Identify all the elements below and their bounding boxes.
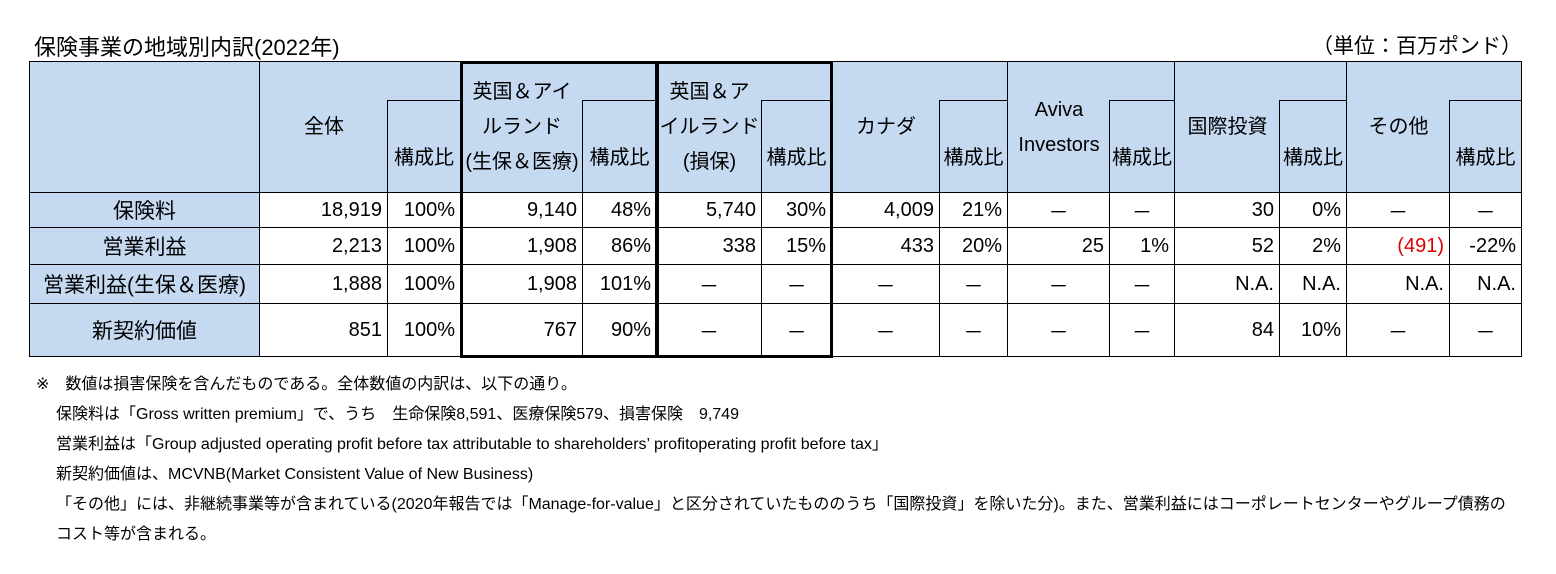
header-text: 国際投資	[1187, 116, 1268, 138]
data-cell: 2,213	[260, 228, 388, 265]
note-line: 保険料は「Gross written premium」で、うち 生命保険8,59…	[56, 406, 740, 423]
header-text: 英国＆アイ	[472, 81, 572, 103]
data-cell: 338	[657, 228, 762, 265]
data-cell: －	[1450, 193, 1522, 228]
header-text: 英国＆ア	[669, 81, 750, 103]
note-line: 「その他」には、非継続事業等が含まれている(2020年報告では「Manage-f…	[56, 496, 1506, 513]
data-cell: 0%	[1280, 193, 1347, 228]
data-cell: 52	[1175, 228, 1280, 265]
data-cell: 1%	[1110, 228, 1175, 265]
data-cell: －	[762, 304, 832, 357]
header-lines: 英国＆アイルランド (損保)	[657, 62, 762, 193]
data-cell: －	[832, 304, 940, 357]
table-title: 保険事業の地域別内訳(2022年)	[34, 35, 340, 60]
data-cell: －	[940, 304, 1008, 357]
corner-cell	[30, 62, 260, 193]
ratio-header: 構成比	[387, 100, 461, 193]
data-cell: －	[657, 304, 762, 357]
data-cell: －	[1450, 304, 1522, 357]
header-text: Aviva	[1034, 98, 1084, 121]
data-cell: 48%	[583, 193, 657, 228]
ratio-header: 構成比	[1449, 100, 1522, 193]
header-lines: 国際投資	[1175, 62, 1280, 193]
header-lines: 全体	[260, 62, 388, 193]
data-cell: 30	[1175, 193, 1280, 228]
header-lines: Aviva Investors	[1008, 62, 1110, 193]
data-cell: 433	[832, 228, 940, 265]
data-cell: －	[1110, 304, 1175, 357]
data-cell: 1,908	[461, 265, 583, 304]
header-text: イルランド	[659, 116, 760, 138]
data-cell: N.A.	[1450, 265, 1522, 304]
data-cell: 4,009	[832, 193, 940, 228]
note-line: 営業利益は「Group adjusted operating profit be…	[56, 436, 888, 453]
data-cell: 84	[1175, 304, 1280, 357]
row-label: 新契約価値	[30, 304, 260, 357]
ratio-header: 構成比	[582, 100, 657, 193]
data-cell: 100%	[388, 193, 461, 228]
data-cell: 21%	[940, 193, 1008, 228]
note-line: 新契約価値は、MCVNB(Market Consistent Value of …	[56, 466, 534, 483]
data-cell: －	[832, 265, 940, 304]
note-line: ※ 数値は損害保険を含んだものである。全体数値の内訳は、以下の通り。	[36, 376, 577, 393]
data-cell: 15%	[762, 228, 832, 265]
data-cell: 90%	[583, 304, 657, 357]
data-cell: -22%	[1450, 228, 1522, 265]
data-cell: 100%	[388, 304, 461, 357]
data-cell: 20%	[940, 228, 1008, 265]
header-text: Investors	[1018, 133, 1100, 156]
data-cell: 10%	[1280, 304, 1347, 357]
data-cell: －	[1110, 265, 1175, 304]
header-lines: その他	[1347, 62, 1450, 193]
header-text: (損保)	[682, 151, 737, 173]
data-cell: 86%	[583, 228, 657, 265]
data-cell: －	[657, 265, 762, 304]
row-label: 営業利益	[30, 228, 260, 265]
header-text: ルランド	[482, 116, 562, 138]
note-line: コスト等が含まれる。	[56, 526, 217, 543]
data-cell: 1,888	[260, 265, 388, 304]
data-cell: 100%	[388, 265, 461, 304]
header-text: (生保＆医療)	[465, 151, 579, 173]
data-cell: －	[1110, 193, 1175, 228]
unit-label: （単位：百万ポンド）	[1312, 35, 1522, 58]
data-cell: (491)	[1347, 228, 1450, 265]
data-cell: 101%	[583, 265, 657, 304]
ratio-header: 構成比	[761, 100, 832, 193]
row-label: 保険料	[30, 193, 260, 228]
data-cell: 851	[260, 304, 388, 357]
header-lines: 英国＆アイルランド (生保＆医療)	[461, 62, 583, 193]
data-cell: －	[1008, 265, 1110, 304]
data-cell: N.A.	[1347, 265, 1450, 304]
data-cell: －	[1008, 193, 1110, 228]
data-cell: 767	[461, 304, 583, 357]
data-cell: 100%	[388, 228, 461, 265]
data-cell: －	[1347, 193, 1450, 228]
data-cell: －	[1347, 304, 1450, 357]
data-cell: 30%	[762, 193, 832, 228]
ratio-header: 構成比	[1279, 100, 1347, 193]
header-lines: カナダ	[832, 62, 940, 193]
data-cell: 18,919	[260, 193, 388, 228]
data-cell: －	[940, 265, 1008, 304]
data-cell: 2%	[1280, 228, 1347, 265]
data-cell: 25	[1008, 228, 1110, 265]
ratio-header: 構成比	[1109, 100, 1175, 193]
data-cell: N.A.	[1280, 265, 1347, 304]
data-cell: 9,140	[461, 193, 583, 228]
data-cell: －	[762, 265, 832, 304]
data-cell: 5,740	[657, 193, 762, 228]
row-label: 営業利益(生保＆医療)	[30, 265, 260, 304]
header-text: カナダ	[856, 116, 916, 138]
header-text: その他	[1368, 116, 1429, 138]
header-text: 全体	[304, 116, 344, 138]
data-cell: N.A.	[1175, 265, 1280, 304]
data-cell: －	[1008, 304, 1110, 357]
data-cell: 1,908	[461, 228, 583, 265]
ratio-header: 構成比	[939, 100, 1008, 193]
